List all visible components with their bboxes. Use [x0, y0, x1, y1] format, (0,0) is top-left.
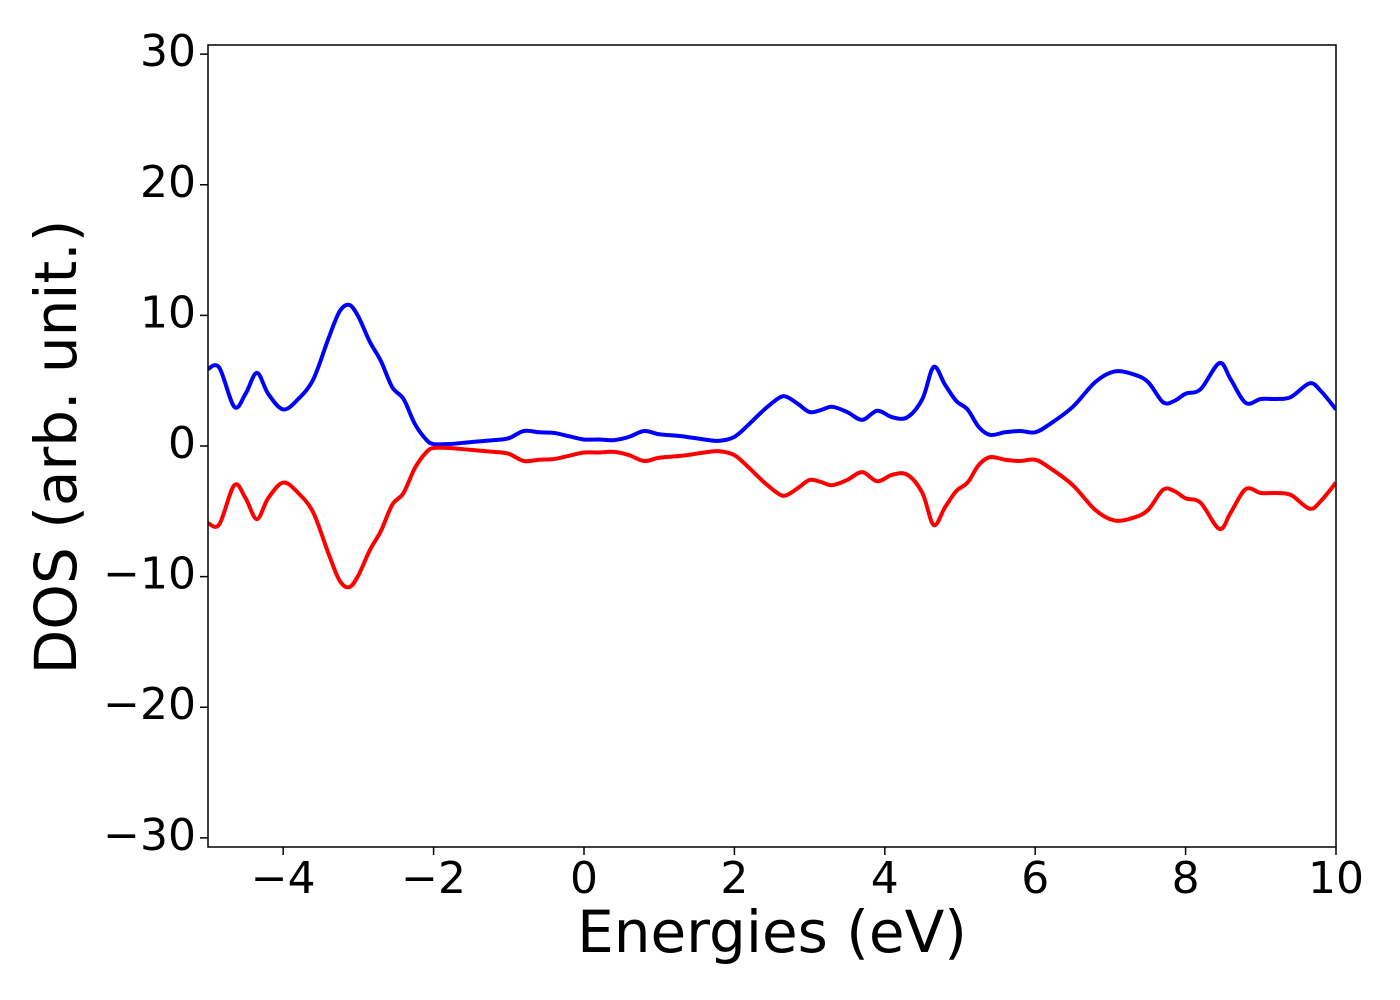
x-tick-label: 2: [720, 853, 748, 904]
y-tick-label: 30: [140, 26, 196, 77]
x-tick-label: 0: [570, 853, 598, 904]
data-line: [208, 445, 1336, 590]
x-tick-label: 6: [1021, 853, 1049, 904]
x-tick-label: 4: [871, 853, 899, 904]
x-axis-label: Energies (eV): [577, 898, 967, 966]
y-tick-label: 20: [140, 157, 196, 208]
data-line: [208, 302, 1336, 447]
y-tick-label: 0: [168, 418, 196, 469]
y-axis-label: DOS (arb. unit.): [22, 220, 90, 675]
x-tick-label: −2: [401, 853, 466, 904]
x-tick-label: 10: [1308, 853, 1364, 904]
plot-frame: [207, 44, 1337, 848]
x-tick-label: 8: [1172, 853, 1200, 904]
y-tick-label: 10: [140, 287, 196, 338]
y-tick-label: −30: [103, 810, 196, 861]
y-tick-label: −10: [103, 549, 196, 600]
y-tick-label: −20: [103, 679, 196, 730]
x-tick-label: −4: [251, 853, 316, 904]
